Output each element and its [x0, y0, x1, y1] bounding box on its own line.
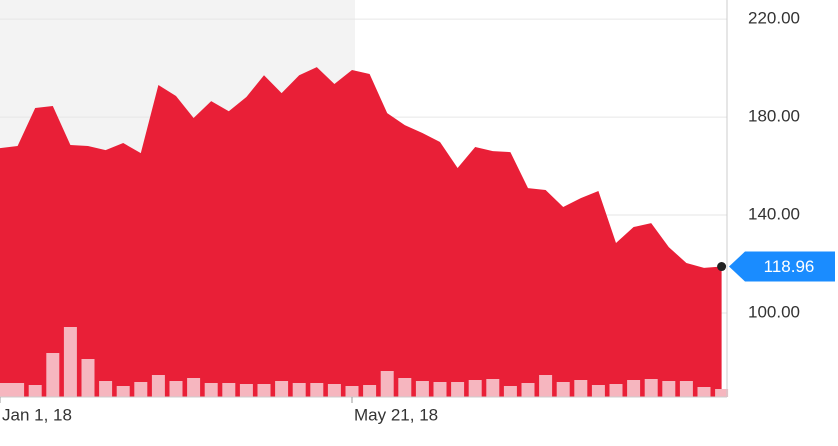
volume-bar — [627, 380, 641, 397]
volume-bar — [591, 385, 605, 397]
volume-bar — [380, 371, 394, 397]
price-tag-label: 118.96 — [764, 257, 815, 276]
volume-bar — [715, 389, 729, 397]
volume-bar — [574, 380, 588, 397]
volume-bar — [521, 383, 535, 397]
volume-bar — [468, 380, 482, 397]
volume-bar — [28, 385, 42, 397]
volume-bar — [503, 386, 517, 397]
y-tick-label: 100.00 — [748, 302, 800, 321]
volume-bar — [310, 383, 324, 397]
volume-bar — [116, 386, 130, 397]
volume-bar — [398, 378, 412, 397]
volume-bar — [239, 384, 253, 397]
volume-bar — [433, 382, 447, 397]
volume-bar — [169, 381, 183, 397]
volume-bar — [81, 359, 95, 397]
y-tick-label: 220.00 — [748, 9, 800, 28]
volume-bar — [644, 379, 658, 397]
volume-bar — [662, 381, 676, 397]
volume-bar — [539, 375, 553, 397]
volume-bar — [134, 382, 148, 397]
volume-bar — [204, 383, 218, 397]
y-tick-label: 180.00 — [748, 107, 800, 126]
volume-bar — [187, 378, 201, 397]
price-tag — [729, 251, 835, 282]
x-tick-label: May 21, 18 — [354, 405, 438, 424]
volume-bar — [697, 387, 711, 397]
volume-bar — [451, 382, 465, 397]
volume-bar — [292, 383, 306, 397]
volume-bar — [0, 383, 12, 397]
volume-bar — [151, 375, 165, 397]
volume-bar — [257, 384, 271, 397]
volume-bar — [222, 383, 236, 397]
volume-bar — [345, 386, 359, 397]
volume-bar — [63, 327, 77, 397]
volume-bar — [679, 381, 693, 397]
volume-bar — [609, 384, 623, 397]
volume-bar — [415, 381, 429, 397]
price-area — [0, 67, 722, 397]
volume-bar — [327, 384, 341, 397]
volume-bar — [486, 379, 500, 397]
volume-bar — [275, 381, 289, 397]
x-tick-label: Jan 1, 18 — [2, 405, 72, 424]
volume-bar — [363, 385, 377, 397]
volume-bar — [556, 382, 570, 397]
volume-bar — [99, 381, 113, 397]
volume-bar — [11, 383, 25, 397]
last-price-dot — [717, 262, 727, 272]
y-tick-label: 140.00 — [748, 205, 800, 224]
volume-bar — [46, 353, 60, 397]
